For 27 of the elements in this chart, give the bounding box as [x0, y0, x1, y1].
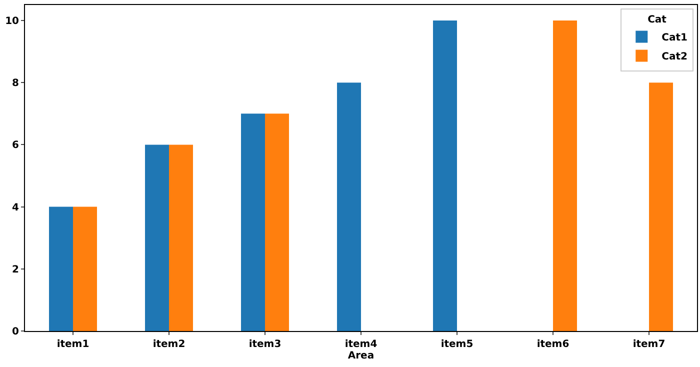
bar — [49, 206, 73, 331]
y-tick-label: 2 — [12, 264, 20, 276]
bar — [433, 20, 457, 331]
x-tick-label: item5 — [440, 339, 474, 350]
x-tick-label: item6 — [536, 339, 570, 350]
x-tick-label: item4 — [344, 339, 378, 350]
x-tick-label: item7 — [632, 339, 666, 350]
y-tick-label: 0 — [12, 326, 20, 338]
y-tick-label: 6 — [12, 140, 20, 152]
x-tick-label: item2 — [152, 339, 186, 350]
y-tick-label: 10 — [5, 16, 20, 28]
legend-label: Cat1 — [662, 32, 688, 44]
bar — [337, 82, 361, 331]
x-tick-label: item1 — [56, 339, 90, 350]
x-axis-title: Area — [348, 350, 374, 362]
bar — [241, 114, 265, 331]
y-tick-label: 8 — [12, 78, 20, 90]
x-tick-label: item3 — [248, 339, 282, 350]
bar — [649, 82, 673, 331]
bar — [145, 144, 169, 331]
legend-label: Cat2 — [662, 52, 688, 63]
bar — [73, 206, 97, 331]
bar — [553, 20, 577, 331]
bar — [169, 144, 193, 331]
y-tick-label: 4 — [12, 202, 20, 214]
legend-title: Cat — [648, 14, 667, 26]
bar — [265, 114, 289, 331]
